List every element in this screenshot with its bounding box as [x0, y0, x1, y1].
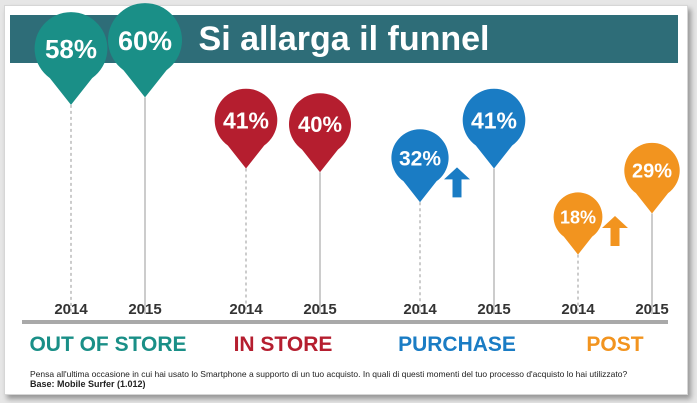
pin-post-2014: [553, 192, 603, 255]
year-label-purchase-2015: 2015: [477, 301, 510, 318]
value-label-out-of-store-2015: 60%: [118, 26, 172, 56]
growth-arrow-purchase: [444, 167, 470, 198]
growth-arrow-post: [602, 216, 628, 247]
year-label-in-store-2014: 2014: [229, 301, 263, 318]
pin-post-2015: [624, 142, 680, 214]
year-label-purchase-2014: 2014: [403, 301, 437, 318]
pin-purchase-2015: [462, 88, 526, 169]
value-label-post-2014: 18%: [560, 207, 596, 227]
category-label-post: POST: [586, 333, 643, 356]
year-label-post-2014: 2014: [561, 301, 595, 318]
pin-out-of-store-2015: [108, 3, 183, 98]
pin-out-of-store-2014: [34, 12, 108, 105]
year-label-out-of-store-2015: 2015: [128, 301, 161, 318]
pin-in-store-2014: [214, 88, 278, 169]
category-label-out-of-store: OUT OF STORE: [29, 333, 186, 356]
value-label-purchase-2014: 32%: [399, 147, 441, 170]
category-label-purchase: PURCHASE: [398, 333, 516, 356]
year-label-out-of-store-2014: 2014: [54, 301, 88, 318]
value-label-post-2015: 29%: [632, 161, 672, 183]
survey-question: Pensa all'ultima occasione in cui hai us…: [30, 369, 628, 379]
sample-base: Base: Mobile Surfer (1.012): [30, 379, 146, 389]
value-label-in-store-2015: 40%: [298, 112, 342, 137]
pin-in-store-2015: [289, 93, 351, 173]
value-label-purchase-2015: 41%: [471, 107, 517, 133]
pin-purchase-2014: [391, 129, 449, 203]
value-label-out-of-store-2014: 58%: [45, 34, 97, 64]
category-label-in-store: IN STORE: [234, 333, 333, 356]
value-label-in-store-2014: 41%: [223, 107, 269, 133]
year-label-in-store-2015: 2015: [303, 301, 336, 318]
year-label-post-2015: 2015: [635, 301, 668, 318]
